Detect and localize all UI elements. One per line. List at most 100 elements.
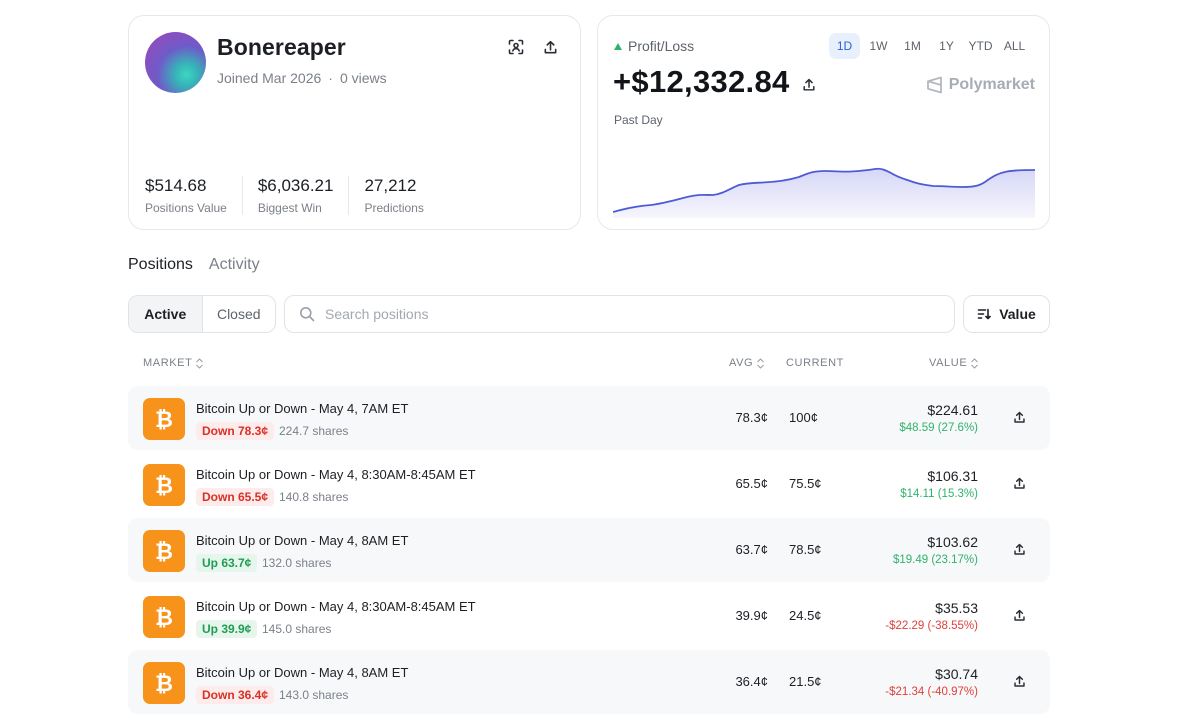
position-filter: Active Closed	[128, 295, 276, 333]
pnl-share-icon[interactable]	[802, 64, 816, 100]
period-selector: 1D 1W 1M 1Y YTD ALL	[829, 33, 1030, 59]
stat-value: 27,212	[364, 176, 417, 195]
svg-text:₿: ₿	[155, 474, 173, 498]
position-value: $103.62	[927, 534, 978, 550]
position-value: $35.53	[935, 600, 978, 616]
stat-value: $514.68	[145, 176, 207, 195]
side-badge: Down 36.4¢	[196, 686, 275, 704]
joined-date: Joined Mar 2026	[217, 70, 322, 86]
shares-count: 140.8 shares	[279, 490, 349, 504]
table-row[interactable]: ₿ Bitcoin Up or Down - May 4, 7AM ET Dow…	[128, 386, 1050, 450]
current-price: 75.5¢	[789, 476, 822, 491]
stat-biggest-win: $6,036.21 Biggest Win	[258, 176, 350, 215]
bitcoin-icon: ₿	[143, 464, 185, 506]
avg-price: 65.5¢	[735, 476, 768, 491]
period-all[interactable]: ALL	[1003, 39, 1026, 53]
sort-value-button[interactable]: Value	[963, 295, 1050, 333]
position-change: $19.49 (23.17%)	[892, 554, 978, 566]
table-row[interactable]: ₿ Bitcoin Up or Down - May 4, 8AM ET Up …	[128, 518, 1050, 582]
header-label: AVG	[729, 357, 754, 369]
bitcoin-icon: ₿	[143, 662, 185, 704]
sort-arrows-icon	[971, 357, 979, 369]
column-header-current: CURRENT	[786, 357, 844, 369]
share-icon[interactable]	[1010, 474, 1028, 492]
search-icon	[300, 307, 315, 322]
stat-label: Predictions	[364, 201, 424, 215]
avg-price: 39.9¢	[735, 608, 768, 623]
tab-activity[interactable]: Activity	[208, 256, 260, 273]
position-value: $30.74	[935, 666, 978, 682]
market-title[interactable]: Bitcoin Up or Down - May 4, 8:30AM-8:45A…	[196, 467, 476, 482]
search-box	[284, 295, 955, 333]
table-row[interactable]: ₿ Bitcoin Up or Down - May 4, 8:30AM-8:4…	[128, 452, 1050, 516]
period-1m[interactable]: 1M	[904, 39, 921, 53]
sort-arrows-icon	[196, 357, 204, 369]
tab-positions[interactable]: Positions	[128, 256, 193, 273]
current-price: 24.5¢	[789, 608, 822, 623]
side-badge: Down 65.5¢	[196, 488, 275, 506]
period-ytd[interactable]: YTD	[968, 39, 993, 53]
share-icon[interactable]	[1010, 540, 1028, 558]
sort-icon	[977, 308, 992, 320]
svg-text:₿: ₿	[155, 606, 173, 630]
sort-arrows-icon	[757, 357, 765, 369]
column-header-avg[interactable]: AVG	[729, 357, 765, 369]
table-row[interactable]: ₿ Bitcoin Up or Down - May 4, 8AM ET Dow…	[128, 650, 1050, 714]
pnl-label: Profit/Loss	[614, 38, 694, 54]
share-icon[interactable]	[1010, 672, 1028, 690]
scan-icon[interactable]	[505, 36, 527, 58]
bitcoin-icon: ₿	[143, 398, 185, 440]
position-change: $14.11 (15.3%)	[900, 488, 978, 500]
market-title[interactable]: Bitcoin Up or Down - May 4, 8AM ET	[196, 665, 409, 680]
svg-text:₿: ₿	[155, 540, 173, 564]
pnl-amount: +$12,332.84	[613, 64, 790, 99]
period-1w[interactable]: 1W	[869, 39, 888, 53]
search-input[interactable]	[325, 306, 925, 322]
position-change: $48.59 (27.6%)	[899, 422, 978, 434]
stat-value: $6,036.21	[257, 176, 334, 195]
market-title[interactable]: Bitcoin Up or Down - May 4, 8AM ET	[196, 533, 409, 548]
share-icon[interactable]	[1010, 408, 1028, 426]
column-header-market[interactable]: MARKET	[143, 357, 204, 369]
avg-price: 36.4¢	[735, 674, 768, 689]
position-change: -$22.29 (-38.55%)	[885, 620, 978, 632]
filter-active-button[interactable]: Active	[129, 296, 203, 332]
up-triangle-icon	[614, 42, 622, 50]
table-row[interactable]: ₿ Bitcoin Up or Down - May 4, 8:30AM-8:4…	[128, 584, 1050, 648]
pnl-period-label: Past Day	[614, 113, 663, 127]
market-title[interactable]: Bitcoin Up or Down - May 4, 7AM ET	[196, 401, 409, 416]
current-price: 100¢	[789, 410, 818, 425]
position-value: $224.61	[927, 402, 978, 418]
separator-dot: ·	[328, 70, 333, 86]
polymarket-icon	[926, 76, 942, 94]
pnl-chart-line	[613, 167, 1035, 213]
side-badge: Up 39.9¢	[196, 620, 258, 638]
profile-card: Bonereaper Joined Mar 2026 · 0 views $514.…	[128, 15, 581, 230]
period-1d[interactable]: 1D	[829, 33, 860, 59]
pnl-chart	[613, 167, 1035, 218]
share-icon[interactable]	[1010, 606, 1028, 624]
tab-bar: Positions Activity	[128, 256, 260, 274]
bitcoin-icon: ₿	[143, 596, 185, 638]
pnl-chart-area	[613, 168, 1035, 218]
shares-count: 145.0 shares	[262, 622, 332, 636]
column-header-value[interactable]: VALUE	[929, 357, 979, 369]
header-label: VALUE	[929, 357, 968, 369]
header-label: MARKET	[143, 357, 193, 369]
avg-price: 63.7¢	[735, 542, 768, 557]
profile-stats: $514.68 Positions Value $6,036.21 Bigges…	[145, 176, 454, 215]
stat-positions-value: $514.68 Positions Value	[145, 176, 243, 215]
avatar[interactable]	[145, 32, 206, 93]
shares-count: 132.0 shares	[262, 556, 332, 570]
filter-closed-button[interactable]: Closed	[216, 306, 261, 322]
current-price: 21.5¢	[789, 674, 822, 689]
shares-count: 143.0 shares	[279, 688, 349, 702]
joined-info: Joined Mar 2026 · 0 views	[217, 70, 387, 86]
period-1y[interactable]: 1Y	[939, 39, 954, 53]
position-value: $106.31	[927, 468, 978, 484]
brand-logo: Polymarket	[926, 76, 1035, 94]
avg-price: 78.3¢	[735, 410, 768, 425]
current-price: 78.5¢	[789, 542, 822, 557]
share-icon[interactable]	[539, 36, 561, 58]
market-title[interactable]: Bitcoin Up or Down - May 4, 8:30AM-8:45A…	[196, 599, 476, 614]
